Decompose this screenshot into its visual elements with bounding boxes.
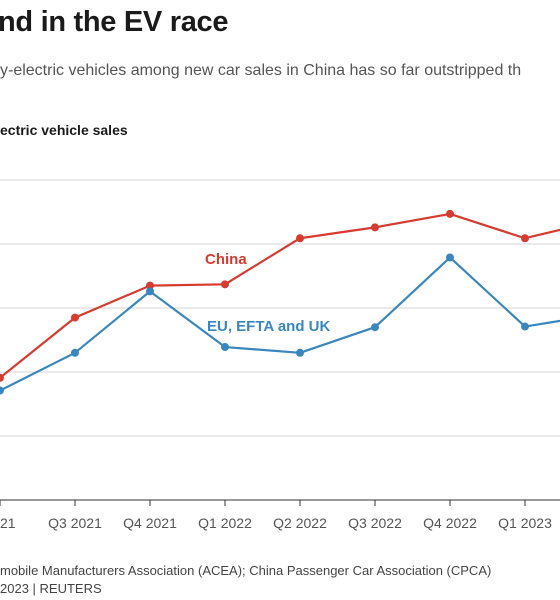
data-point xyxy=(296,234,304,243)
data-point xyxy=(221,343,229,352)
x-tick-label: Q4 2022 xyxy=(423,515,477,531)
series-line-china xyxy=(0,212,560,379)
line-chart: 2021 Q3 2021 Q4 2021 Q1 2022 Q2 2022 Q3 2022 Q… xyxy=(0,179,560,531)
data-point xyxy=(0,373,4,382)
data-point xyxy=(0,386,4,395)
x-tick-label: 2021 xyxy=(0,515,16,531)
data-point xyxy=(71,313,79,322)
credit-line: 2023 | REUTERS xyxy=(0,581,102,596)
chart-subtitle: y-electric vehicles among new car sales … xyxy=(0,62,522,79)
data-point xyxy=(521,322,529,331)
series-lines xyxy=(0,212,560,392)
data-point xyxy=(146,287,154,296)
data-point xyxy=(521,234,529,243)
data-point xyxy=(446,253,454,262)
x-tick-label: Q3 2021 xyxy=(48,515,102,531)
data-point xyxy=(296,348,304,357)
data-point xyxy=(71,348,79,357)
x-tick-label: Q1 2022 xyxy=(198,515,252,531)
series-label-china: China xyxy=(205,251,247,268)
data-points xyxy=(0,209,529,395)
x-tick-label: Q2 2022 xyxy=(273,515,327,531)
data-point xyxy=(371,223,379,232)
gridlines xyxy=(0,179,560,501)
data-point xyxy=(446,209,454,218)
source-note: mobile Manufacturers Association (ACEA);… xyxy=(0,563,492,578)
data-point xyxy=(146,281,154,290)
x-tick-label: Q3 2022 xyxy=(348,515,402,531)
data-point xyxy=(221,280,229,289)
x-tick-label: Q1 2023 xyxy=(498,515,552,531)
data-point xyxy=(371,323,379,332)
chart-title: nd in the EV race xyxy=(0,6,229,38)
x-tick-label: Q4 2021 xyxy=(123,515,177,531)
series-labels: China EU, EFTA and UK xyxy=(205,251,331,335)
y-axis-label: ectric vehicle sales xyxy=(0,122,128,138)
series-label-eu-efta-uk: EU, EFTA and UK xyxy=(207,318,331,335)
x-axis-ticks: 2021 Q3 2021 Q4 2021 Q1 2022 Q2 2022 Q3 2022 Q… xyxy=(0,500,552,531)
